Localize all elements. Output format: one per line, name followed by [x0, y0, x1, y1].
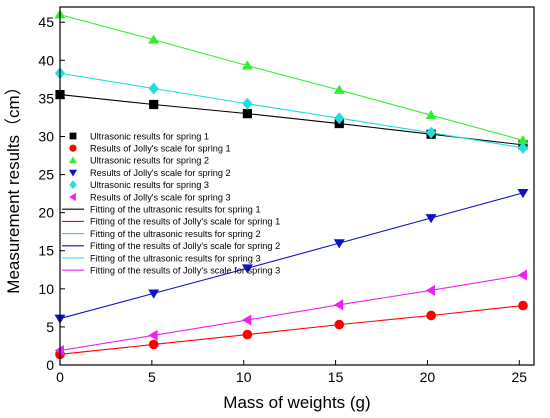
legend-label: Ultrasonic results for spring 2: [90, 156, 209, 166]
legend-marker: [69, 180, 77, 190]
data-point: [242, 97, 253, 110]
y-tick-label: 45: [38, 14, 54, 30]
data-point: [333, 84, 345, 94]
data-point: [334, 319, 345, 330]
data-point: [517, 269, 527, 281]
legend-label: Results of Jolly's scale for spring 2: [90, 168, 231, 178]
legend-label: Fitting of the results of Jolly's scale …: [90, 266, 280, 276]
data-point: [517, 141, 529, 154]
data-point: [241, 60, 253, 70]
data-point: [54, 345, 64, 357]
fit-line: [59, 94, 524, 146]
x-tick-label: 20: [420, 369, 436, 385]
legend-label: Fitting of the results of Jolly's scale …: [90, 217, 280, 227]
legend: Ultrasonic results for spring 1 Results o…: [62, 131, 280, 276]
data-point: [242, 109, 252, 119]
y-tick-label: 15: [38, 243, 54, 259]
legend-marker: [69, 144, 77, 152]
data-point: [242, 329, 253, 340]
y-tick-label: 20: [38, 205, 54, 221]
y-tick-label: 10: [38, 281, 54, 297]
x-tick-label: 0: [56, 369, 64, 385]
y-tick-label: 0: [46, 357, 54, 373]
data-point: [148, 289, 160, 299]
data-point: [333, 239, 345, 249]
data-point: [425, 214, 437, 224]
y-axis: 0 5 10 15 20 25 30 35 40 45: [38, 14, 65, 373]
legend-label: Ultrasonic results for spring 1: [90, 131, 209, 141]
data-point: [148, 329, 158, 341]
fit-lines: [59, 14, 524, 355]
x-axis-title: Mass of weights (g): [223, 393, 370, 412]
data-point: [334, 112, 345, 125]
data-point: [517, 135, 529, 145]
data-point: [333, 299, 344, 311]
legend-marker: [69, 192, 76, 202]
data-point: [148, 339, 159, 350]
legend-label: Fitting of the ultrasonic results for sp…: [90, 205, 261, 215]
y-tick-label: 30: [38, 128, 54, 144]
data-point: [425, 109, 437, 120]
data-point: [425, 284, 436, 296]
data-point: [241, 264, 253, 274]
legend-label: Fitting of the results of Jolly's scale …: [90, 241, 280, 251]
fit-line: [59, 305, 524, 355]
fit-line: [59, 192, 524, 320]
data-point: [148, 82, 159, 95]
data-markers: [54, 9, 529, 360]
y-axis-title: Measurement results（cm）: [4, 78, 23, 293]
data-point: [517, 188, 529, 199]
legend-marker: [69, 132, 77, 140]
plot-frame: [59, 6, 535, 366]
data-point: [426, 126, 437, 139]
x-axis: 0 5 10 15 20 25: [56, 360, 527, 385]
y-tick-label: 5: [46, 319, 54, 335]
y-tick-label: 25: [38, 167, 54, 183]
x-tick-label: 5: [148, 369, 156, 385]
legend-label: Results of Jolly's scale for spring 3: [90, 192, 231, 202]
legend-marker: [68, 169, 78, 177]
legend-label: Fitting of the ultrasonic results for sp…: [90, 253, 261, 263]
data-point: [148, 34, 160, 44]
fit-line: [59, 72, 524, 149]
legend-label: Results of Jolly's scale for spring 1: [90, 144, 231, 154]
y-tick-label: 40: [38, 52, 54, 68]
fit-line: [59, 274, 524, 352]
data-point: [242, 314, 252, 326]
fit-line: [59, 14, 524, 141]
legend-marker: [68, 156, 78, 164]
x-tick-label: 10: [236, 369, 252, 385]
legend-label: Ultrasonic results for spring 3: [90, 180, 209, 190]
x-tick-label: 15: [328, 369, 344, 385]
legend-label: Fitting of the ultrasonic results for sp…: [90, 229, 261, 239]
data-point: [518, 300, 528, 311]
data-point: [149, 99, 159, 110]
y-tick-label: 35: [38, 90, 54, 106]
x-tick-label: 25: [512, 369, 528, 385]
data-point: [426, 310, 436, 321]
